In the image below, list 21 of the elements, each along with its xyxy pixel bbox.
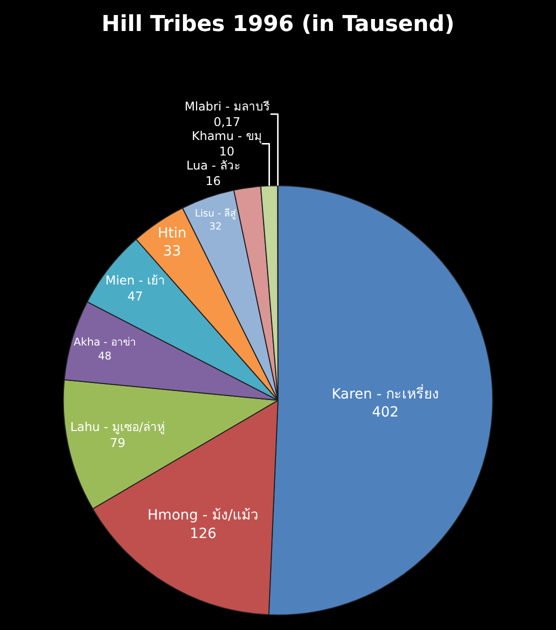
slice-label: Mien - เย้า — [105, 273, 165, 288]
slice-label: Lahu - มูเซอ/ล่าหู่ — [70, 420, 166, 436]
data-label: 10 — [219, 144, 234, 159]
slice-label: Karen - กะเหรี่ยง — [332, 384, 440, 402]
data-label: 33 — [163, 244, 181, 260]
slice-label: Htin — [158, 226, 186, 242]
data-label: 0,17 — [214, 114, 240, 129]
data-label: 16 — [205, 174, 221, 188]
slice-label: Khamu - ขมุ — [192, 128, 262, 144]
slice-label: Akha - อาข่า — [74, 335, 136, 348]
data-label: 47 — [127, 289, 143, 304]
slice-label: Hmong - ม้ง/แม้ว — [148, 508, 259, 524]
data-label: 402 — [372, 404, 399, 421]
data-label: 126 — [190, 526, 217, 542]
slice-label: Lua - ลัวะ — [186, 158, 240, 173]
data-label: 48 — [98, 349, 112, 362]
slice-label: Mlabri - มลาบรี — [184, 99, 270, 114]
slice-label: Lisu - ลีสู่ — [194, 208, 236, 220]
chart-title: Hill Tribes 1996 (in Tausend) — [101, 12, 455, 38]
data-label: 32 — [209, 221, 222, 232]
data-label: 79 — [110, 436, 126, 450]
